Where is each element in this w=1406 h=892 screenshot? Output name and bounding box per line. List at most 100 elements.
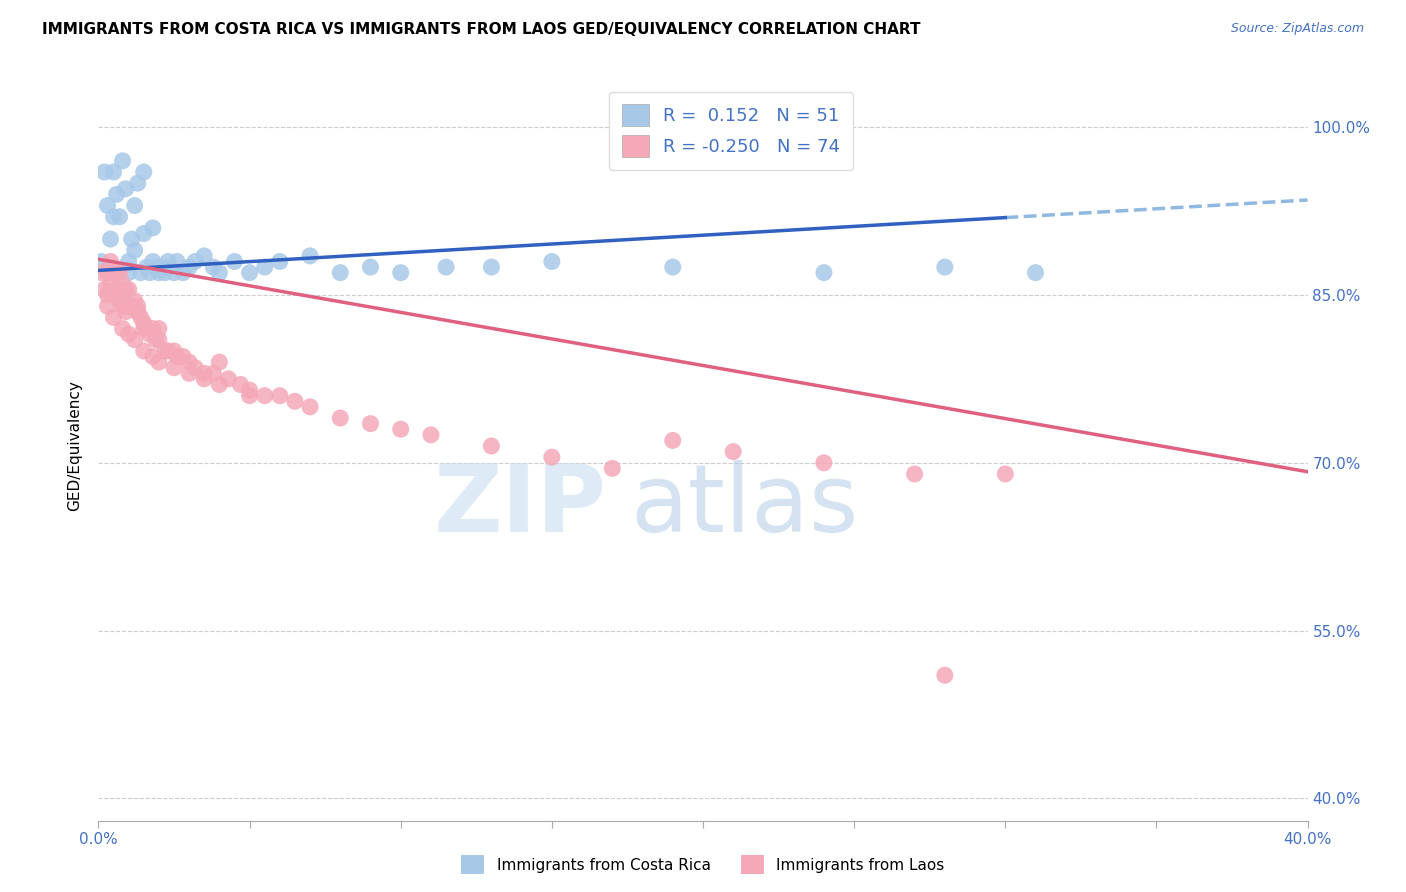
Point [100,277,122,291]
Point [111,299,134,313]
Point [994,467,1017,481]
Point [114,182,136,196]
Point [269,254,291,268]
Point [202,367,225,381]
Point [389,266,412,280]
Point [229,377,252,392]
Point [208,355,231,369]
Point [156,343,179,358]
Point [105,266,128,280]
Point [166,350,188,364]
Point [121,299,143,313]
Point [813,456,835,470]
Point [124,198,146,212]
Point [114,282,136,296]
Point [540,254,562,268]
Point [108,210,131,224]
Point [148,321,170,335]
Point [208,377,231,392]
Text: IMMIGRANTS FROM COSTA RICA VS IMMIGRANTS FROM LAOS GED/EQUIVALENCY CORRELATION C: IMMIGRANTS FROM COSTA RICA VS IMMIGRANTS… [42,22,921,37]
Point [329,266,352,280]
Point [299,400,322,414]
Point [124,244,146,258]
Point [142,254,165,268]
Legend: Immigrants from Costa Rica, Immigrants from Laos: Immigrants from Costa Rica, Immigrants f… [456,849,950,880]
Legend: R =  0.152   N = 51, R = -0.250   N = 74: R = 0.152 N = 51, R = -0.250 N = 74 [609,92,853,170]
Point [118,299,141,313]
Point [166,254,188,268]
Point [96,198,118,212]
Point [129,266,152,280]
Point [90,266,112,280]
Point [148,355,170,369]
Point [118,254,141,268]
Point [389,422,412,436]
Point [105,282,128,296]
Point [124,333,146,347]
Point [202,260,225,274]
Point [239,389,262,403]
Point [661,260,683,274]
Point [148,266,170,280]
Point [129,310,152,325]
Point [124,293,146,308]
Point [253,389,276,403]
Point [132,343,155,358]
Point [96,299,118,313]
Point [299,249,322,263]
Point [179,355,201,369]
Point [103,266,125,280]
Point [420,427,443,442]
Point [360,260,382,274]
Point [184,254,207,268]
Point [179,367,201,381]
Point [253,260,276,274]
Point [118,282,141,296]
Point [135,260,157,274]
Point [239,266,262,280]
Point [153,343,176,358]
Point [93,165,115,179]
Point [142,221,165,235]
Point [103,310,125,325]
Point [217,372,239,386]
Point [111,153,134,168]
Point [103,165,125,179]
Point [132,165,155,179]
Point [481,439,503,453]
Point [139,327,162,342]
Point [150,260,173,274]
Point [127,176,149,190]
Point [284,394,307,409]
Point [145,260,167,274]
Point [132,316,155,330]
Point [96,266,118,280]
Point [111,321,134,335]
Point [103,210,125,224]
Point [904,467,927,481]
Point [121,232,143,246]
Y-axis label: GED/Equivalency: GED/Equivalency [67,381,83,511]
Point [239,383,262,397]
Point [1024,266,1046,280]
Point [114,305,136,319]
Text: ZIP: ZIP [433,460,606,552]
Point [163,343,186,358]
Point [135,321,157,335]
Point [360,417,382,431]
Point [172,350,194,364]
Point [108,266,131,280]
Point [934,260,956,274]
Point [108,293,131,308]
Point [193,249,215,263]
Point [132,321,155,335]
Point [208,266,231,280]
Point [111,277,134,291]
Text: Source: ZipAtlas.com: Source: ZipAtlas.com [1230,22,1364,36]
Point [153,266,176,280]
Point [132,227,155,241]
Point [127,305,149,319]
Point [142,350,165,364]
Point [100,254,122,268]
Point [602,461,624,475]
